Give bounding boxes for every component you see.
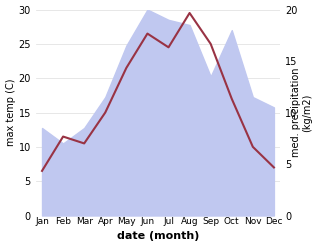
Y-axis label: max temp (C): max temp (C) [5,79,16,146]
X-axis label: date (month): date (month) [117,231,199,242]
Y-axis label: med. precipitation
(kg/m2): med. precipitation (kg/m2) [291,68,313,157]
